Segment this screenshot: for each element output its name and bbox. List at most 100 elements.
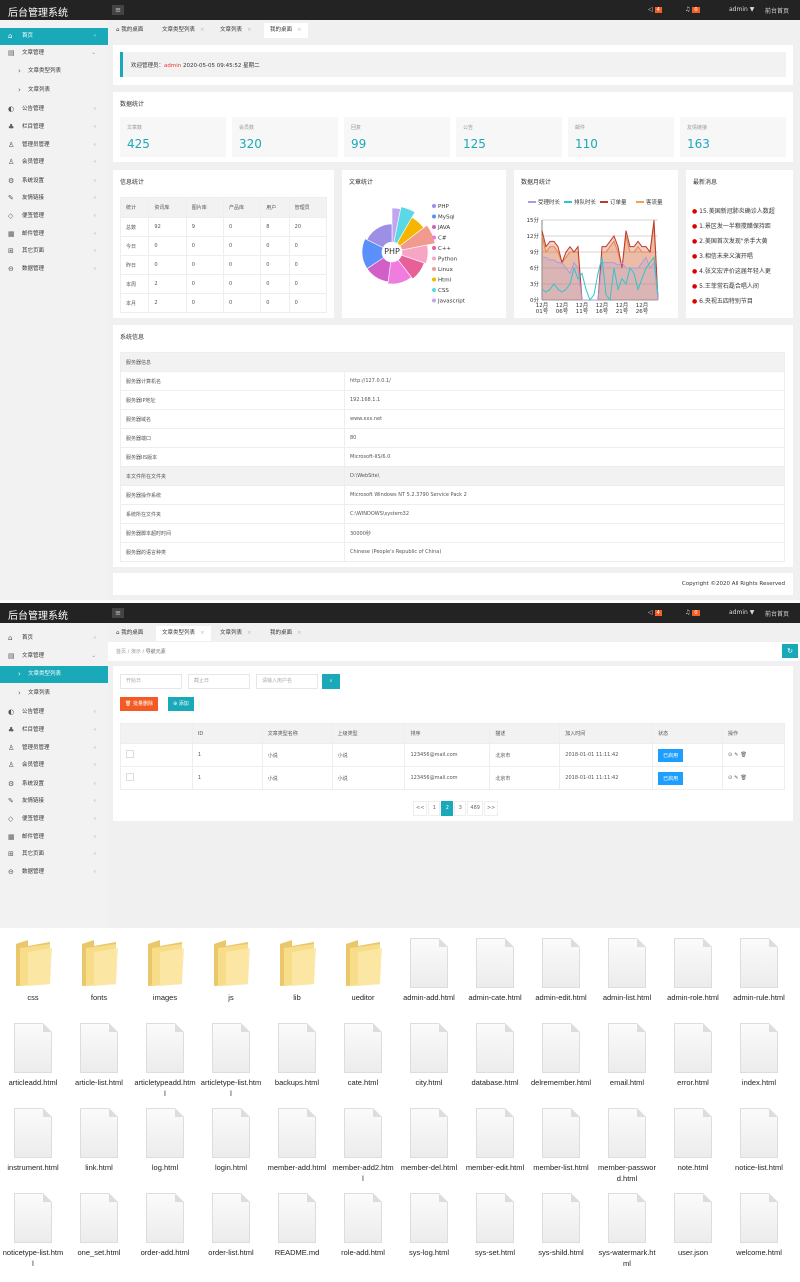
tab[interactable]: 我的桌面 × — [264, 23, 308, 38]
sidebar-item[interactable]: ◇ ‹ 便签管理 — [0, 208, 108, 225]
sidebar-item[interactable]: ⊞ ‹ 其它页面 — [0, 243, 108, 260]
legend-label-python[interactable]: Python — [438, 257, 458, 263]
bell-notify-button[interactable]: ♫ 0 — [685, 609, 700, 616]
status-button[interactable]: 已启用 — [658, 771, 684, 785]
file-item[interactable]: backups.html — [264, 1015, 330, 1100]
pie-slice-c#[interactable] — [387, 259, 412, 285]
status-button[interactable]: 已启用 — [658, 748, 684, 762]
tab[interactable]: 文章类型列表 × — [156, 626, 211, 641]
sidebar-item[interactable]: ⊖ ‹ 数据管理 — [0, 261, 108, 278]
file-item[interactable]: articletype-list.html — [198, 1015, 264, 1100]
breadcrumb-item[interactable]: 演示 — [130, 649, 141, 655]
sidebar-item[interactable]: › 文章列表 — [0, 82, 108, 99]
tab[interactable]: 文章列表 × — [214, 626, 258, 641]
file-item[interactable]: role-add.html — [330, 1185, 396, 1270]
file-item[interactable]: articleadd.html — [0, 1015, 66, 1100]
file-item[interactable]: note.html — [660, 1100, 726, 1185]
series-line-订单量[interactable] — [541, 219, 659, 301]
sidebar-item[interactable]: ⌂ ‹ 首页 — [0, 28, 108, 45]
folder-item[interactable]: lib — [264, 930, 330, 1015]
legend-label-javascript[interactable]: Javascript — [437, 299, 466, 305]
file-item[interactable]: cate.html — [330, 1015, 396, 1100]
file-item[interactable]: member-add.html — [264, 1100, 330, 1185]
file-item[interactable]: instrument.html — [0, 1100, 66, 1185]
sidebar-item[interactable]: ♙ ‹ 会员管理 — [0, 154, 108, 171]
sidebar-item[interactable]: ⌂ ‹ 首页 — [0, 630, 108, 647]
row-checkbox[interactable] — [126, 773, 134, 781]
sidebar-item[interactable]: ▦ ‹ 邮件管理 — [0, 226, 108, 243]
file-item[interactable]: city.html — [396, 1015, 462, 1100]
series-line-受理时长[interactable] — [542, 256, 659, 301]
sidebar-item[interactable]: ♙ ‹ 会员管理 — [0, 757, 108, 774]
file-item[interactable]: index.html — [726, 1015, 792, 1100]
close-icon[interactable]: × — [247, 27, 252, 33]
file-item[interactable]: user.json — [660, 1185, 726, 1270]
sidebar-item[interactable]: ⊖ ‹ 数据管理 — [0, 864, 108, 881]
file-item[interactable]: noticetype-list.html — [0, 1185, 66, 1270]
sidebar-item[interactable]: ♣ ‹ 栏目管理 — [0, 722, 108, 739]
pie-slice-php[interactable] — [366, 223, 393, 248]
delete-icon[interactable]: 🗑︎ — [740, 775, 747, 781]
legend-label[interactable]: 受理时长 — [538, 198, 561, 206]
news-item[interactable]: ● 5.王菲常石磊合唱人间 — [692, 281, 759, 290]
tab[interactable]: 文章类型列表 × — [156, 23, 211, 38]
news-item[interactable]: ● 4.张文宏评价这届年轻人更 — [692, 266, 771, 275]
end-date-input[interactable]: 截止日 — [188, 674, 250, 689]
file-item[interactable]: database.html — [462, 1015, 528, 1100]
menu-toggle-icon[interactable]: ≡ — [112, 608, 124, 618]
menu-toggle-icon[interactable]: ≡ — [112, 5, 124, 15]
file-item[interactable]: log.html — [132, 1100, 198, 1185]
folder-item[interactable]: css — [0, 930, 66, 1015]
news-item[interactable]: ● 6.央视五四特别节目 — [692, 296, 753, 305]
file-item[interactable]: one_set.html — [66, 1185, 132, 1270]
file-item[interactable]: sys-watermark.html — [594, 1185, 660, 1270]
sidebar-item[interactable]: ✎ ‹ 友情链接 — [0, 793, 108, 810]
legend-label[interactable]: 排队时长 — [574, 198, 597, 206]
file-item[interactable]: welcome.html — [726, 1185, 792, 1270]
series-line-排队时长[interactable] — [541, 256, 659, 302]
file-item[interactable]: member-add2.html — [330, 1100, 396, 1185]
pie-slice-mysql[interactable] — [361, 238, 385, 270]
file-item[interactable]: admin-list.html — [594, 930, 660, 1015]
file-item[interactable]: sys-set.html — [462, 1185, 528, 1270]
sidebar-item[interactable]: ⚙ ‹ 系统设置 — [0, 776, 108, 793]
edit-icon[interactable]: ✎ — [734, 775, 739, 781]
file-item[interactable]: delremember.html — [528, 1015, 594, 1100]
batch-delete-button[interactable]: 🗑︎ 批量删除 — [120, 697, 158, 711]
edit-icon[interactable]: ✎ — [734, 752, 739, 758]
breadcrumb-item[interactable]: 首页 — [116, 649, 127, 655]
news-item[interactable]: ● 2.美国首次发现"杀手大黄 — [692, 236, 768, 245]
legend-label-html[interactable]: Html — [438, 278, 452, 284]
username-input[interactable]: 请输入用户名 — [256, 674, 318, 689]
start-date-input[interactable]: 开始日 — [120, 674, 182, 689]
folder-item[interactable]: images — [132, 930, 198, 1015]
bell-notify-button[interactable]: ♫ 0 — [685, 6, 700, 13]
file-item[interactable]: admin-edit.html — [528, 930, 594, 1015]
search-button[interactable]: ⌕ — [322, 674, 340, 689]
legend-label-c++[interactable]: C++ — [438, 246, 451, 252]
legend-label[interactable]: 客流量 — [646, 198, 663, 206]
tab[interactable]: 我的桌面 × — [264, 626, 308, 641]
file-item[interactable]: member-password.html — [594, 1100, 660, 1185]
legend-label-mysql[interactable]: MySql — [438, 215, 455, 221]
sidebar-item[interactable]: › 文章类型列表 — [0, 666, 108, 683]
page-link[interactable]: 2 — [441, 801, 454, 816]
file-item[interactable]: member-edit.html — [462, 1100, 528, 1185]
page-link[interactable]: >> — [483, 801, 499, 816]
file-item[interactable]: order-list.html — [198, 1185, 264, 1270]
legend-label-php[interactable]: PHP — [438, 204, 449, 210]
file-item[interactable]: sys-shild.html — [528, 1185, 594, 1270]
file-item[interactable]: error.html — [660, 1015, 726, 1100]
toggle-icon[interactable]: ⊙ — [728, 752, 733, 758]
user-menu[interactable]: admin ▼ — [729, 609, 755, 616]
page-link[interactable]: 489 — [467, 801, 483, 816]
breadcrumb-item[interactable]: 导航元素 — [145, 649, 166, 655]
file-item[interactable]: sys-log.html — [396, 1185, 462, 1270]
legend-label-css[interactable]: CSS — [438, 288, 449, 294]
page-link[interactable]: << — [413, 801, 428, 816]
sidebar-item[interactable]: ◐ ‹ 公告管理 — [0, 704, 108, 721]
sidebar-item[interactable]: ♣ ‹ 栏目管理 — [0, 119, 108, 136]
sidebar-item[interactable]: ⊞ ‹ 其它页面 — [0, 846, 108, 863]
sidebar-item[interactable]: ◐ ‹ 公告管理 — [0, 101, 108, 118]
news-item[interactable]: ● 15.美国新冠肺炎确诊人数超 — [692, 206, 775, 215]
